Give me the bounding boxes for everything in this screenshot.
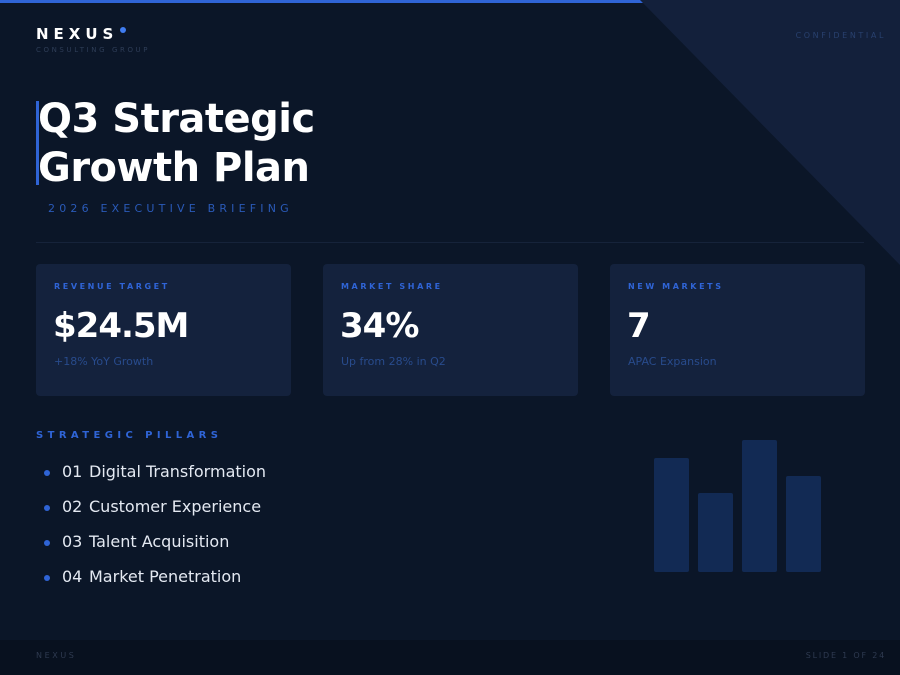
brand-logo: NEXUS CONSULTING GROUP: [36, 24, 148, 54]
metric-label: NEW MARKETS: [628, 282, 724, 291]
pillar-number: 01: [62, 462, 83, 481]
confidential-label: CONFIDENTIAL: [795, 31, 886, 40]
slide-footer: NEXUS SLIDE 1 OF 24: [0, 640, 900, 675]
title-accent-bar: [36, 101, 39, 185]
decorative-bar: [786, 476, 821, 572]
pillar-text: Talent Acquisition: [89, 532, 230, 551]
metric-note: APAC Expansion: [628, 355, 717, 368]
bullet-icon: [44, 470, 50, 476]
decorative-bar: [742, 440, 777, 572]
metric-value: 34%: [340, 306, 419, 346]
metric-value: $24.5M: [53, 306, 189, 346]
metric-label: MARKET SHARE: [341, 282, 443, 291]
brand-tagline: CONSULTING GROUP: [36, 46, 151, 54]
pillar-number: 02: [62, 497, 83, 516]
pillar-text: Customer Experience: [89, 497, 262, 516]
metric-card-market-share: MARKET SHARE 34% Up from 28% in Q2: [323, 264, 578, 396]
pillar-text: Digital Transformation: [89, 462, 267, 481]
slide-title-line-2: Growth Plan: [38, 145, 310, 191]
metric-note: +18% YoY Growth: [54, 355, 154, 368]
metric-card-new-markets: NEW MARKETS 7 APAC Expansion: [610, 264, 865, 396]
bullet-icon: [44, 575, 50, 581]
decorative-bar: [698, 493, 733, 572]
metric-card-revenue: REVENUE TARGET $24.5M +18% YoY Growth: [36, 264, 291, 396]
metric-note: Up from 28% in Q2: [341, 355, 446, 368]
decorative-bar-graphic: [654, 440, 824, 572]
top-accent-line: [0, 0, 900, 3]
brand-dot-icon: [120, 27, 126, 33]
brand-name: NEXUS: [36, 25, 119, 43]
pillar-number: 03: [62, 532, 83, 551]
pillars-heading: STRATEGIC PILLARS: [36, 430, 223, 441]
decorative-bar: [654, 458, 689, 572]
bullet-icon: [44, 540, 50, 546]
slide-title: Q3 Strategic Growth Plan: [38, 95, 315, 193]
pillar-text: Market Penetration: [89, 567, 242, 586]
metric-label: REVENUE TARGET: [54, 282, 170, 291]
slide-indicator: SLIDE 1 OF 24: [805, 651, 886, 660]
bullet-icon: [44, 505, 50, 511]
section-divider: [36, 242, 864, 243]
slide-subtitle: 2026 EXECUTIVE BRIEFING: [48, 202, 293, 215]
footer-brand: NEXUS: [36, 651, 77, 660]
metric-value: 7: [627, 306, 651, 346]
slide-title-line-1: Q3 Strategic: [38, 96, 315, 142]
pillar-number: 04: [62, 567, 83, 586]
